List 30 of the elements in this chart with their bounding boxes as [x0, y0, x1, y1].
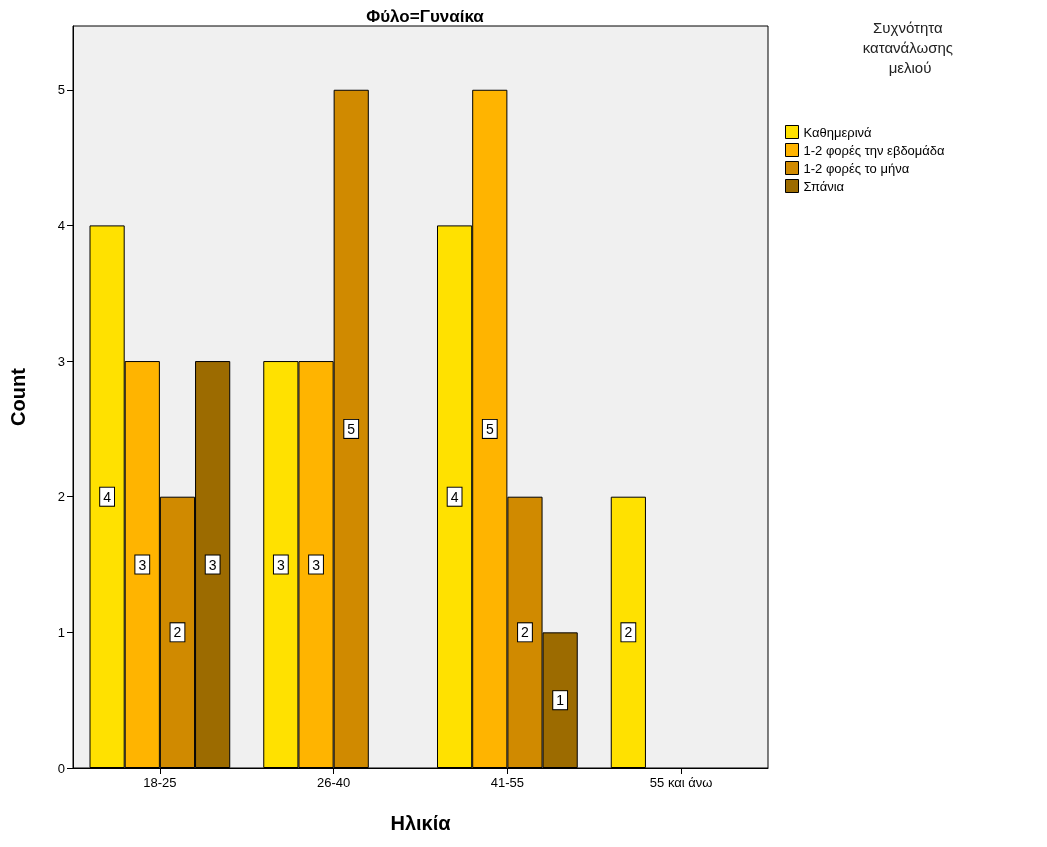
data-label: 3	[208, 556, 217, 573]
y-tick-label: 1	[57, 624, 65, 640]
legend-label: Καθημερινά	[803, 124, 873, 140]
y-axis-title: Count	[7, 367, 29, 426]
chart-title: Φύλο=Γυναίκα	[366, 7, 485, 26]
y-tick-label: 2	[57, 489, 65, 505]
x-tick-label: 26-40	[317, 775, 351, 790]
x-tick-label: 55 και άνω	[649, 775, 713, 790]
data-label: 4	[450, 488, 459, 505]
y-tick-label: 0	[57, 760, 65, 776]
legend-label: 1-2 φορές την εβδομάδα	[803, 142, 946, 158]
x-axis-title: Ηλικία	[390, 812, 452, 834]
y-tick-label: 4	[57, 217, 65, 233]
data-label: 5	[347, 420, 356, 437]
legend-title: Συχνότητα κατανάλωσης μελιού	[862, 18, 958, 76]
x-tick-label: 41-55	[490, 775, 524, 790]
x-tick-label: 18-25	[143, 775, 177, 790]
data-label: 3	[276, 556, 285, 573]
legend-label: 1-2 φορές το μήνα	[803, 160, 910, 176]
data-label: 5	[485, 420, 494, 437]
data-label: 3	[312, 556, 321, 573]
data-label: 2	[173, 624, 182, 641]
y-tick-label: 5	[57, 82, 65, 98]
legend-label: Σπάνια	[803, 178, 845, 194]
data-label: 1	[556, 692, 565, 709]
data-label: 3	[138, 556, 147, 573]
data-label: 2	[624, 624, 633, 641]
y-tick-label: 3	[57, 353, 65, 369]
data-label: 4	[103, 488, 112, 505]
data-label: 2	[521, 624, 530, 641]
